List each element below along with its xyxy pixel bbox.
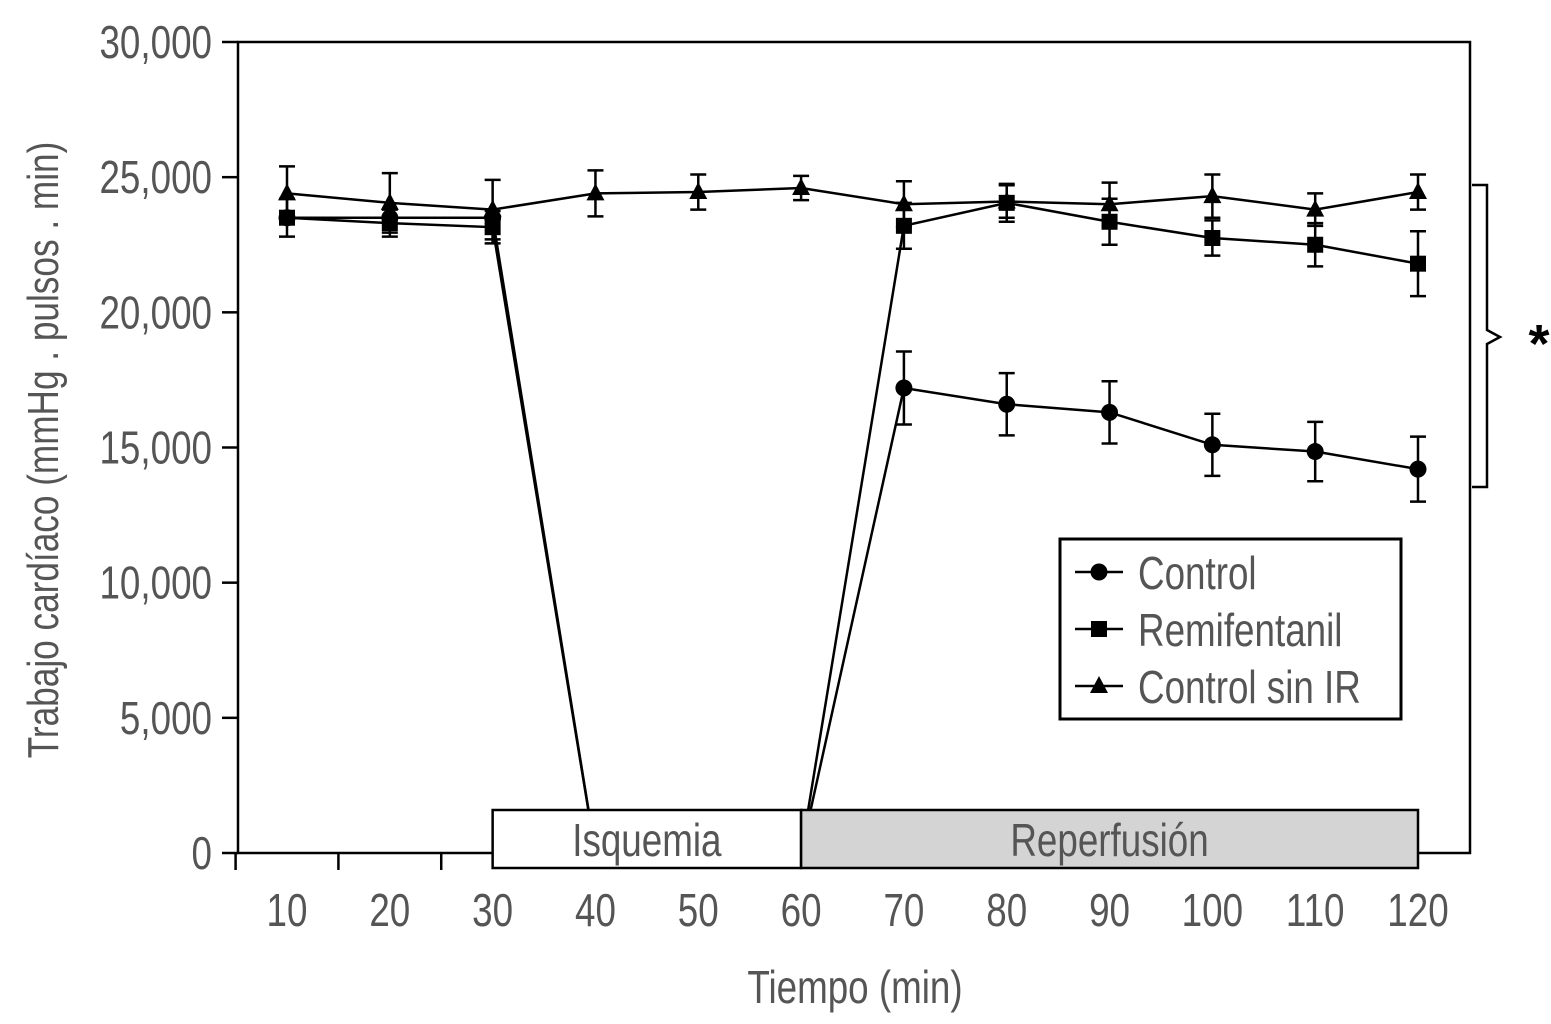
- data-point-triangle: [483, 199, 502, 217]
- phase-box: [491, 808, 803, 870]
- plot-frame: [236, 40, 1472, 855]
- data-point-triangle: [1409, 182, 1427, 200]
- series-group: [278, 165, 1427, 855]
- series-control: [278, 209, 1427, 855]
- phase-boxes: Isquemia Reperfusión: [491, 808, 1420, 870]
- y-tick-label: 25,000: [99, 151, 212, 203]
- data-point-triangle: [1203, 186, 1222, 204]
- data-point-triangle: [894, 194, 913, 212]
- axes: [222, 40, 1472, 870]
- data-point-triangle: [586, 183, 605, 201]
- data-point-circle: [1101, 403, 1119, 421]
- legend-label: Control sin IR: [1138, 661, 1361, 713]
- series-remifentanil: [279, 182, 1426, 855]
- legend-marker-circle: [1090, 563, 1108, 581]
- series-control-sin-ir: [278, 165, 1427, 241]
- x-tick-label: 60: [781, 884, 822, 936]
- legend-item: Control: [1075, 547, 1257, 599]
- data-point-triangle: [997, 191, 1016, 209]
- data-point-triangle: [689, 182, 708, 200]
- legend-marker-square: [1091, 621, 1107, 637]
- legend-item: Remifentanil: [1075, 604, 1342, 656]
- legend-item: Control sin IR: [1075, 661, 1361, 713]
- y-tick-label: 5,000: [120, 692, 212, 744]
- legend-marker-triangle: [1090, 676, 1108, 693]
- tick-labels: 0 5,000 10,000 15,000 20,000 25,000 30,000 10 20…: [99, 16, 1448, 936]
- significance-bracket: *: [1472, 183, 1550, 489]
- y-tick-label: 10,000: [99, 557, 212, 609]
- series-line: [286, 186, 1419, 211]
- y-axis-label: Trabajo cardíaco (mmHg . pulsos . min): [19, 142, 68, 759]
- data-point-triangle: [1306, 199, 1325, 217]
- x-tick-label: 120: [1387, 884, 1448, 936]
- y-tick-label: 30,000: [99, 16, 212, 68]
- significance-asterisk: *: [1528, 314, 1549, 374]
- x-tick-label: 70: [883, 884, 924, 936]
- data-point-triangle: [792, 177, 811, 195]
- y-tick-label: 20,000: [99, 286, 212, 338]
- phase-label: Reperfusión: [1010, 814, 1208, 866]
- data-point-circle: [1306, 443, 1324, 461]
- x-tick-label: 50: [678, 884, 719, 936]
- data-point-square: [1410, 255, 1426, 272]
- x-tick-label: 40: [575, 884, 616, 936]
- data-point-triangle: [278, 183, 296, 201]
- legend-label: Control: [1138, 547, 1257, 599]
- x-tick-label: 110: [1286, 884, 1345, 936]
- data-point-square: [1204, 229, 1221, 246]
- x-tick-label: 10: [267, 884, 308, 936]
- data-point-circle: [998, 395, 1016, 413]
- series-line: [286, 201, 1419, 855]
- x-tick-label: 30: [472, 884, 513, 936]
- data-point-square: [1307, 236, 1324, 253]
- data-point-circle: [1409, 460, 1427, 478]
- y-tick-label: 15,000: [99, 422, 212, 474]
- series-line: [287, 216, 1419, 855]
- phase-label: Isquemia: [572, 814, 722, 866]
- x-tick-label: 20: [369, 884, 410, 936]
- x-axis-label: Tiempo (min): [747, 961, 962, 1013]
- x-tick-label: 80: [986, 884, 1027, 936]
- legend-label: Remifentanil: [1138, 604, 1342, 656]
- data-point-circle: [1203, 436, 1221, 454]
- data-point-triangle: [380, 192, 399, 210]
- x-tick-label: 100: [1182, 884, 1243, 936]
- x-tick-label: 90: [1089, 884, 1130, 936]
- phase-box: [799, 808, 1420, 870]
- y-tick-label: 0: [192, 827, 212, 879]
- data-point-triangle: [1100, 194, 1119, 212]
- data-point-circle: [895, 379, 913, 397]
